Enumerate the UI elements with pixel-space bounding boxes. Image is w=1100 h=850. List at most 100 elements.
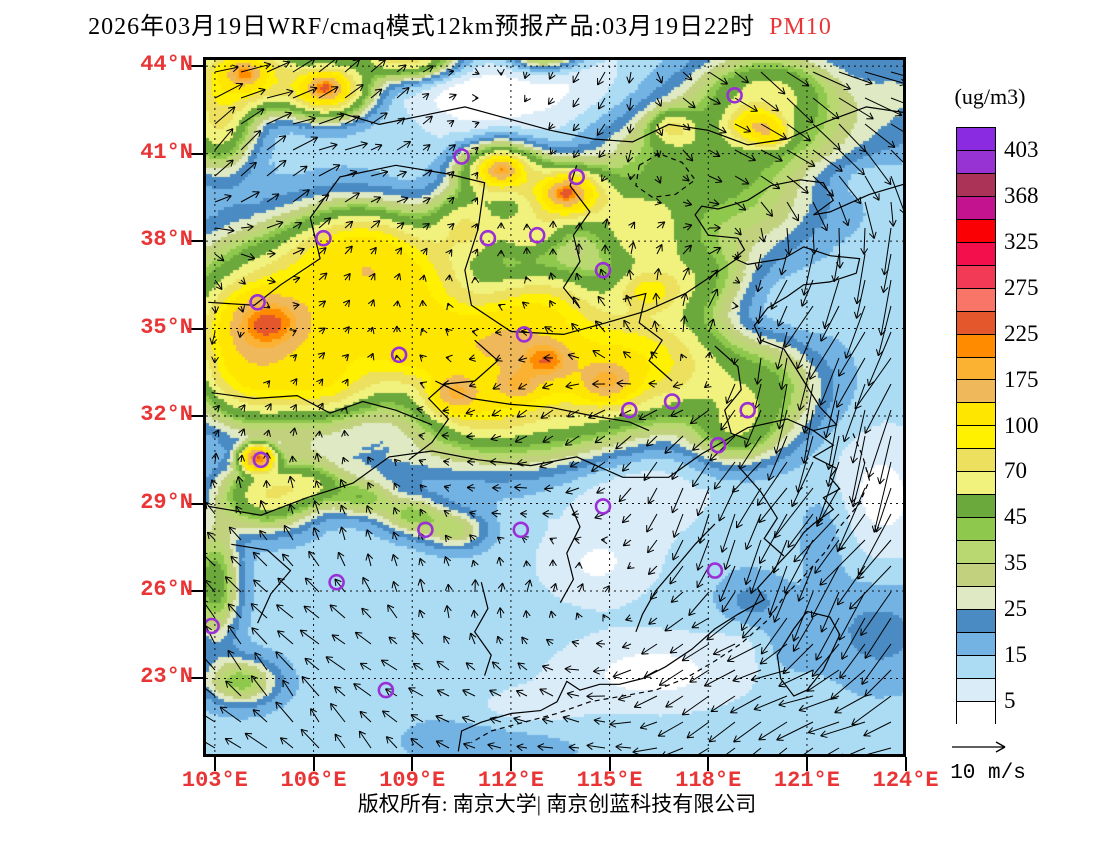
lon-tick-label: 112°E (477, 768, 544, 793)
legend-color-cell (957, 403, 995, 427)
lat-tick-label: 38°N (140, 227, 193, 253)
lon-tick-mark (213, 757, 216, 771)
legend-color-cell (957, 518, 995, 542)
city-marker (328, 573, 345, 591)
lat-tick-label: 44°N (140, 52, 193, 78)
legend-value-label: 25 (1004, 596, 1027, 622)
legend-color-cell (957, 655, 995, 679)
legend-value-label: 100 (1004, 412, 1039, 438)
lon-tick-label: 118°E (675, 768, 742, 793)
lat-tick-mark (187, 589, 203, 592)
city-marker (390, 346, 408, 364)
lon-tick-label: 124°E (872, 768, 939, 793)
legend-value-label: 5 (1004, 688, 1016, 714)
city-marker (479, 229, 497, 247)
legend-value-label: 403 (1004, 136, 1039, 162)
legend-colorbar (956, 127, 996, 725)
page-title: 2026年03月19日WRF/cmaq模式12km预报产品:03月19日22时 P… (0, 6, 920, 41)
legend-color-cell (957, 449, 995, 473)
legend-value-label: 175 (1004, 366, 1039, 392)
lon-tick-label: 115°E (576, 768, 643, 793)
legend-color-cell (957, 288, 995, 312)
lon-tick-mark (509, 757, 512, 771)
city-marker (706, 562, 724, 579)
city-marker (568, 168, 586, 186)
city-marker (252, 451, 270, 469)
lon-tick-mark (608, 757, 611, 771)
legend-color-cell (957, 357, 995, 381)
legend-value-label: 15 (1004, 642, 1027, 668)
legend-color-cell (957, 541, 995, 565)
legend-value-label: 368 (1004, 182, 1039, 208)
lat-tick-mark (187, 327, 203, 330)
legend-units-label: (ug/m3) (954, 84, 1026, 109)
title-text: 2026年03月19日WRF/cmaq模式12km预报产品:03月19日22时 (88, 14, 756, 40)
legend-value-label: 275 (1004, 274, 1039, 300)
legend-color-cell (957, 173, 995, 197)
pollutant-label: PM10 (769, 14, 832, 40)
legend-color-cell (957, 196, 995, 220)
legend-color-cell (957, 495, 995, 519)
city-marker (726, 86, 743, 104)
city-marker (528, 226, 546, 244)
legend-color-cell (957, 701, 995, 725)
city-marker (594, 261, 612, 279)
lat-tick-label: 26°N (140, 576, 193, 602)
legend-color-cell (957, 564, 995, 588)
lat-tick-label: 23°N (140, 664, 193, 690)
legend-color-cell (957, 380, 995, 404)
pm10-field-canvas (206, 60, 903, 754)
lat-tick-mark (187, 502, 203, 505)
city-marker (739, 401, 757, 419)
legend-color-cell (957, 472, 995, 496)
lon-tick-mark (411, 757, 414, 771)
lon-tick-label: 106°E (280, 768, 347, 793)
legend-color-cell (957, 265, 995, 289)
legend-value-label: 70 (1004, 458, 1027, 484)
lon-tick-mark (904, 757, 907, 771)
lat-tick-label: 29°N (140, 489, 193, 515)
legend-color-cell (957, 311, 995, 335)
city-marker (453, 148, 470, 165)
legend-color-cell (957, 150, 995, 174)
legend-value-label: 225 (1004, 320, 1039, 346)
legend-color-cell (957, 587, 995, 611)
city-marker (315, 229, 332, 247)
city-marker (206, 617, 220, 635)
city-marker (709, 436, 727, 454)
lon-tick-label: 121°E (773, 768, 840, 793)
lon-tick-mark (312, 757, 315, 771)
lat-tick-mark (187, 152, 203, 155)
lon-tick-mark (805, 757, 808, 771)
legend-value-label: 35 (1004, 550, 1027, 576)
wind-reference-arrow (952, 741, 1006, 753)
legend-color-cell (957, 334, 995, 358)
legend-color-cell (957, 632, 995, 656)
city-marker (515, 326, 533, 343)
lat-tick-mark (187, 677, 203, 680)
city-marker (249, 294, 266, 311)
legend-value-label: 325 (1004, 228, 1039, 254)
map-overlay (206, 60, 903, 754)
legend-color-cell (957, 678, 995, 702)
lat-tick-label: 41°N (140, 139, 193, 165)
city-marker (512, 521, 530, 539)
legend-value-label: 45 (1004, 504, 1027, 530)
lat-tick-label: 32°N (140, 402, 193, 428)
legend-color-cell (957, 610, 995, 633)
lon-tick-label: 109°E (379, 768, 446, 793)
lon-tick-label: 103°E (181, 768, 248, 793)
city-marker (377, 681, 395, 699)
legend-color-cell (957, 242, 995, 266)
lon-tick-mark (707, 757, 710, 771)
city-marker (417, 521, 434, 539)
city-marker (594, 498, 612, 515)
legend-color-cell (957, 128, 995, 151)
wind-reference-label: 10 m/s (950, 762, 1026, 785)
legend-color-cell (957, 219, 995, 243)
lat-tick-mark (187, 65, 203, 68)
copyright-text: 版权所有: 南京大学| 南京创蓝科技有限公司 (357, 792, 757, 816)
lat-tick-label: 35°N (140, 314, 193, 340)
map-frame (203, 57, 906, 757)
